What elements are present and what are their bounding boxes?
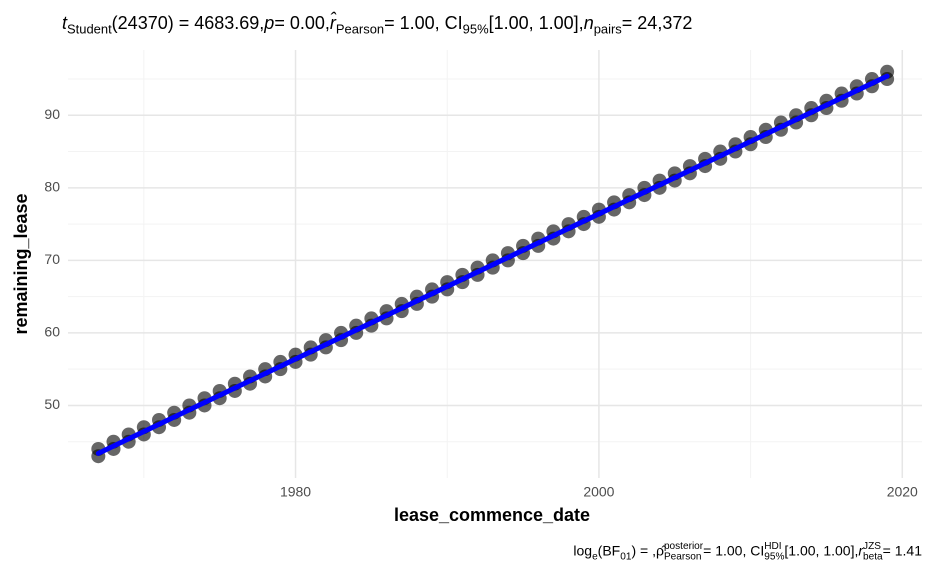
x-tick-label: 2000 bbox=[583, 484, 614, 500]
math-text: Pearson bbox=[664, 552, 702, 563]
math-text: 01 bbox=[620, 552, 632, 563]
math-text: (24370) = 4683.69, bbox=[112, 13, 265, 33]
math-text: pairs bbox=[594, 22, 623, 37]
fit-line bbox=[95, 73, 890, 456]
math-text: beta bbox=[863, 552, 883, 563]
points bbox=[91, 64, 895, 464]
math-text: ρ̂ bbox=[656, 543, 667, 559]
math-text: posterior bbox=[664, 541, 704, 552]
math-text: ) = , bbox=[631, 543, 656, 559]
y-tick-label: 80 bbox=[44, 179, 60, 195]
math-text: p bbox=[263, 13, 274, 33]
x-tick-label: 2020 bbox=[887, 484, 918, 500]
math-text: = 1.00, CI bbox=[384, 13, 463, 33]
math-text: log bbox=[573, 543, 592, 559]
math-text: Pearson bbox=[336, 22, 384, 37]
math-text: n bbox=[584, 13, 594, 33]
y-tick-label: 90 bbox=[44, 106, 60, 122]
math-text: [1.00, 1.00], bbox=[784, 543, 858, 559]
y-axis-title: remaining_lease bbox=[11, 193, 31, 334]
math-text: e bbox=[592, 552, 598, 563]
math-text: 95% bbox=[764, 552, 784, 563]
math-text: (BF bbox=[598, 543, 621, 559]
math-text: JZS bbox=[863, 541, 881, 552]
math-text: = 1.00, CI bbox=[703, 543, 764, 559]
math-text: = 24,372 bbox=[622, 13, 693, 33]
chart-title: t Student (24370) = 4683.69, p = 0.00, r̂ P… bbox=[62, 11, 692, 36]
y-tick-label: 50 bbox=[44, 396, 60, 412]
math-text: r bbox=[858, 543, 864, 559]
y-tick-label: 60 bbox=[44, 324, 60, 340]
math-text: r̂ bbox=[330, 11, 337, 32]
math-text: t bbox=[62, 13, 68, 33]
x-axis-title: lease_commence_date bbox=[394, 505, 590, 525]
math-text: Student bbox=[67, 22, 112, 37]
math-text: HDI bbox=[764, 541, 781, 552]
grid bbox=[68, 50, 922, 478]
math-text: = 0.00, bbox=[274, 13, 330, 33]
x-tick-label: 1980 bbox=[280, 484, 311, 500]
math-text: = 1.41 bbox=[883, 543, 923, 559]
y-tick-label: 70 bbox=[44, 251, 60, 267]
math-text: [1.00, 1.00], bbox=[489, 13, 584, 33]
math-text: 95% bbox=[463, 22, 489, 37]
